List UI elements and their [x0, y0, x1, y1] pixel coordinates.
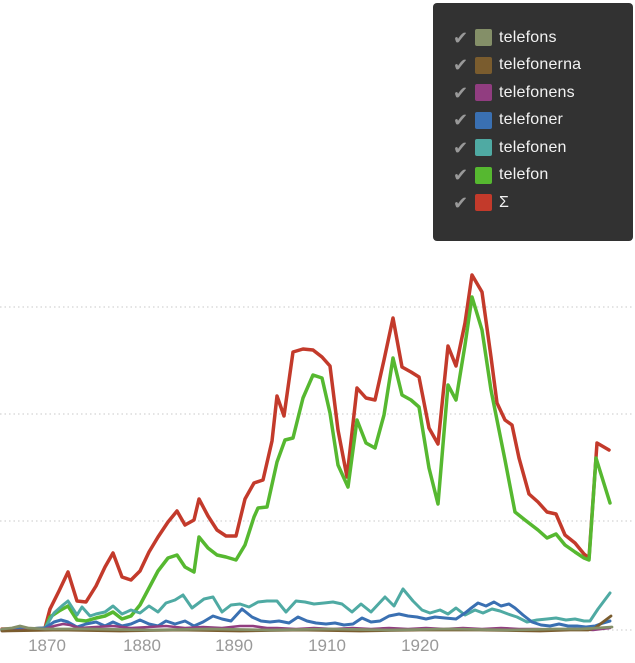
legend-item-telefoner[interactable]: ✔ telefoner [453, 107, 623, 135]
legend-color-swatch [475, 194, 492, 212]
check-icon[interactable]: ✔ [453, 165, 469, 186]
series-line-telefoner[interactable] [0, 600, 612, 632]
legend-item-label: telefons [499, 28, 557, 46]
legend-item-sum[interactable]: ✔ Σ [453, 189, 623, 217]
legend-item-telefonen[interactable]: ✔ telefonen [453, 134, 623, 162]
check-icon[interactable]: ✔ [453, 192, 469, 213]
legend-color-swatch [475, 166, 492, 184]
check-icon[interactable]: ✔ [453, 55, 469, 76]
legend-color-swatch [475, 29, 492, 47]
legend-item-telefon[interactable]: ✔ telefon [453, 162, 623, 190]
x-tick-label: 1880 [123, 636, 161, 655]
x-tick-label: 1870 [28, 636, 66, 655]
legend-item-label: telefon [499, 166, 549, 184]
legend-color-swatch [475, 56, 492, 74]
legend-item-telefonerna[interactable]: ✔ telefonerna [453, 52, 623, 80]
chart-legend: ✔ telefons ✔ telefonerna ✔ telefonens ✔ telefon… [433, 3, 633, 241]
series-line-telefon[interactable] [0, 295, 612, 632]
series-line-telefons[interactable] [0, 624, 614, 632]
legend-color-swatch [475, 84, 492, 102]
legend-item-label: telefonerna [499, 56, 582, 74]
series-line-telefonen[interactable] [0, 587, 612, 632]
check-icon[interactable]: ✔ [453, 82, 469, 103]
check-icon[interactable]: ✔ [453, 27, 469, 48]
x-tick-label: 1890 [215, 636, 253, 655]
check-icon[interactable]: ✔ [453, 137, 469, 158]
legend-item-label: telefonen [499, 138, 567, 156]
x-tick-label: 1910 [308, 636, 346, 655]
legend-color-swatch [475, 139, 492, 157]
legend-color-swatch [475, 111, 492, 129]
legend-item-label: Σ [499, 193, 510, 211]
legend-item-label: telefonens [499, 83, 575, 101]
legend-item-telefons[interactable]: ✔ telefons [453, 24, 623, 52]
check-icon[interactable]: ✔ [453, 110, 469, 131]
x-tick-label: 1920 [401, 636, 439, 655]
legend-item-label: telefoner [499, 111, 564, 129]
legend-item-telefonens[interactable]: ✔ telefonens [453, 79, 623, 107]
series-line-sum[interactable] [0, 273, 611, 631]
